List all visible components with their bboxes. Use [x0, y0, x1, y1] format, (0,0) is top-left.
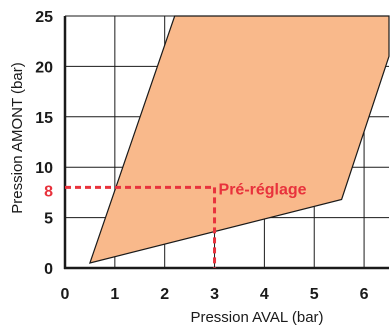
x-tick-labels: 0 1 2 3 4 5 6 — [61, 286, 369, 303]
x-tick-label: 1 — [110, 286, 119, 303]
y-tick-label: 10 — [35, 160, 53, 177]
x-axis-label: Pression AVAL (bar) — [190, 309, 323, 326]
y-tick-label: 25 — [35, 9, 53, 26]
x-tick-label: 4 — [260, 286, 269, 303]
x-tick-label: 2 — [160, 286, 169, 303]
x-tick-label: 6 — [360, 286, 369, 303]
y-tick-labels: 0 5 10 15 20 25 — [35, 9, 53, 278]
x-tick-label: 5 — [310, 286, 319, 303]
y-tick-label: 15 — [35, 110, 53, 127]
y-axis-label: Pression AMONT (bar) — [9, 62, 26, 213]
preset-annotation: Pré-réglage 8 — [44, 181, 307, 268]
y-tick-label: 5 — [44, 211, 53, 228]
x-tick-label: 3 — [210, 286, 219, 303]
axes-frame — [63, 16, 389, 270]
y-tick-label: 20 — [35, 59, 53, 76]
y-tick-label: 0 — [44, 261, 53, 278]
preset-y-value: 8 — [44, 183, 53, 200]
operating-region — [88, 15, 390, 264]
x-tick-label: 0 — [61, 286, 70, 303]
preset-label: Pré-réglage — [219, 181, 307, 198]
